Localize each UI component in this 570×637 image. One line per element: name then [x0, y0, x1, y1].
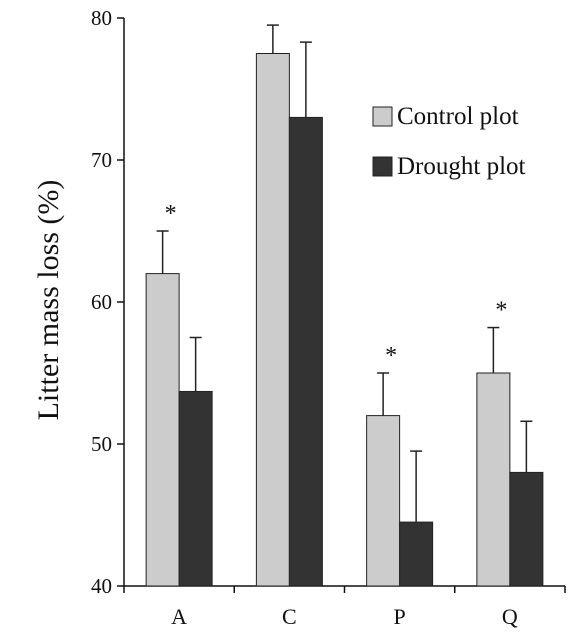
x-tick-label: P: [394, 604, 406, 629]
bar-control-Q: [476, 372, 511, 587]
y-axis-title: Litter mass loss (%): [32, 180, 65, 421]
legend-label: Drought plot: [397, 153, 526, 180]
plot-area: 40 50 60 70 80 * A C * P * Q: [91, 6, 566, 629]
bar-control-P: [366, 415, 401, 587]
significance-marker: *: [495, 298, 507, 324]
significance-marker: *: [165, 201, 177, 227]
y-tick-label: 40: [91, 574, 112, 598]
bar-control-A: [145, 273, 180, 587]
bar-drought-Q: [509, 471, 544, 587]
bar-drought-C: [288, 116, 323, 587]
y-tick-label: 50: [91, 432, 112, 456]
bar-drought-P: [399, 521, 434, 587]
legend-label: Control plot: [397, 103, 519, 130]
legend-swatch-control: [372, 106, 393, 127]
bar-control-C: [255, 53, 290, 587]
y-tick-label: 60: [91, 290, 112, 314]
y-tick-label: 70: [91, 148, 112, 172]
significance-marker: *: [385, 343, 397, 369]
bar-drought-A: [178, 390, 213, 587]
legend-swatch-drought: [372, 156, 393, 177]
x-tick-label: A: [171, 604, 187, 629]
legend: Control plot Drought plot: [372, 103, 526, 180]
x-tick-label: Q: [502, 604, 518, 629]
x-tick-label: C: [282, 604, 297, 629]
y-tick-label: 80: [91, 6, 112, 30]
